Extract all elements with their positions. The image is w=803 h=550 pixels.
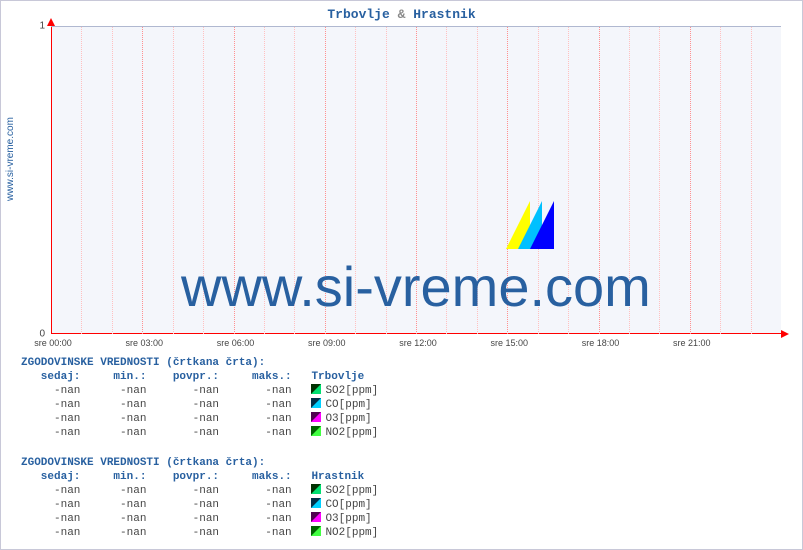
legend-series-label: CO[ppm] (325, 499, 371, 511)
x-tick-label: sre 12:00 (399, 338, 437, 348)
legend-swatch-icon (311, 412, 321, 422)
x-axis-arrow-icon (781, 330, 789, 338)
y-axis-arrow-icon (47, 18, 55, 26)
legend-swatch-icon (311, 426, 321, 436)
legend-series-label: O3[ppm] (325, 513, 371, 525)
legend-block: ZGODOVINSKE VREDNOSTI (črtkana črta): se… (21, 356, 378, 440)
legend-series-label: SO2[ppm] (325, 485, 378, 497)
legend-swatch-icon (311, 398, 321, 408)
legend-station-name: Trbovlje (311, 371, 364, 383)
gridline-h (51, 26, 781, 27)
chart-plot-area: www.si-vreme.com sre 00:00sre 03:00sre 0… (51, 26, 781, 334)
gridline-v (81, 26, 82, 334)
legend-data-row: -nan -nan -nan -nan O3[ppm] (21, 512, 378, 526)
y-tick-label: 0 (39, 329, 45, 340)
legend-station-name: Hrastnik (311, 471, 364, 483)
legend-title: ZGODOVINSKE VREDNOSTI (črtkana črta): (21, 356, 378, 370)
x-tick-label: sre 15:00 (490, 338, 528, 348)
legend-series-label: NO2[ppm] (325, 527, 378, 539)
gridline-v (142, 26, 143, 334)
legend-header-row: sedaj: min.: povpr.: maks.: Trbovlje (21, 370, 378, 384)
x-tick-label: sre 03:00 (125, 338, 163, 348)
legend-swatch-icon (311, 384, 321, 394)
legend-series-label: SO2[ppm] (325, 385, 378, 397)
legend-data-row: -nan -nan -nan -nan SO2[ppm] (21, 484, 378, 498)
gridline-v (173, 26, 174, 334)
legend-data-row: -nan -nan -nan -nan NO2[ppm] (21, 526, 378, 540)
legend-swatch-icon (311, 498, 321, 508)
y-tick-label: 1 (39, 21, 45, 32)
title-part1: Trbovlje (327, 7, 389, 22)
watermark-text: www.si-vreme.com (181, 254, 651, 319)
gridline-v (690, 26, 691, 334)
legend-data-row: -nan -nan -nan -nan SO2[ppm] (21, 384, 378, 398)
legend-data-row: -nan -nan -nan -nan CO[ppm] (21, 398, 378, 412)
title-sep: & (398, 7, 406, 22)
x-tick-label: sre 06:00 (217, 338, 255, 348)
legend-series-label: NO2[ppm] (325, 427, 378, 439)
x-tick-label: sre 21:00 (673, 338, 711, 348)
gridline-v (751, 26, 752, 334)
legend-swatch-icon (311, 512, 321, 522)
watermark-logo-icon (506, 201, 554, 249)
x-tick-label: sre 00:00 (34, 338, 72, 348)
gridline-v (720, 26, 721, 334)
gridline-v (659, 26, 660, 334)
legend-data-row: -nan -nan -nan -nan CO[ppm] (21, 498, 378, 512)
title-part2: Hrastnik (413, 7, 475, 22)
legend-data-row: -nan -nan -nan -nan NO2[ppm] (21, 426, 378, 440)
x-tick-label: sre 18:00 (582, 338, 620, 348)
legend-series-label: O3[ppm] (325, 413, 371, 425)
legend-header-row: sedaj: min.: povpr.: maks.: Hrastnik (21, 470, 378, 484)
legend-block: ZGODOVINSKE VREDNOSTI (črtkana črta): se… (21, 456, 378, 540)
y-axis-label: www.si-vreme.com (5, 117, 16, 201)
chart-title: Trbovlje & Hrastnik (1, 7, 802, 22)
legend-title: ZGODOVINSKE VREDNOSTI (črtkana črta): (21, 456, 378, 470)
legend-series-label: CO[ppm] (325, 399, 371, 411)
legend-swatch-icon (311, 526, 321, 536)
gridline-v (112, 26, 113, 334)
legend-data-row: -nan -nan -nan -nan O3[ppm] (21, 412, 378, 426)
x-tick-label: sre 09:00 (308, 338, 346, 348)
legend-swatch-icon (311, 484, 321, 494)
